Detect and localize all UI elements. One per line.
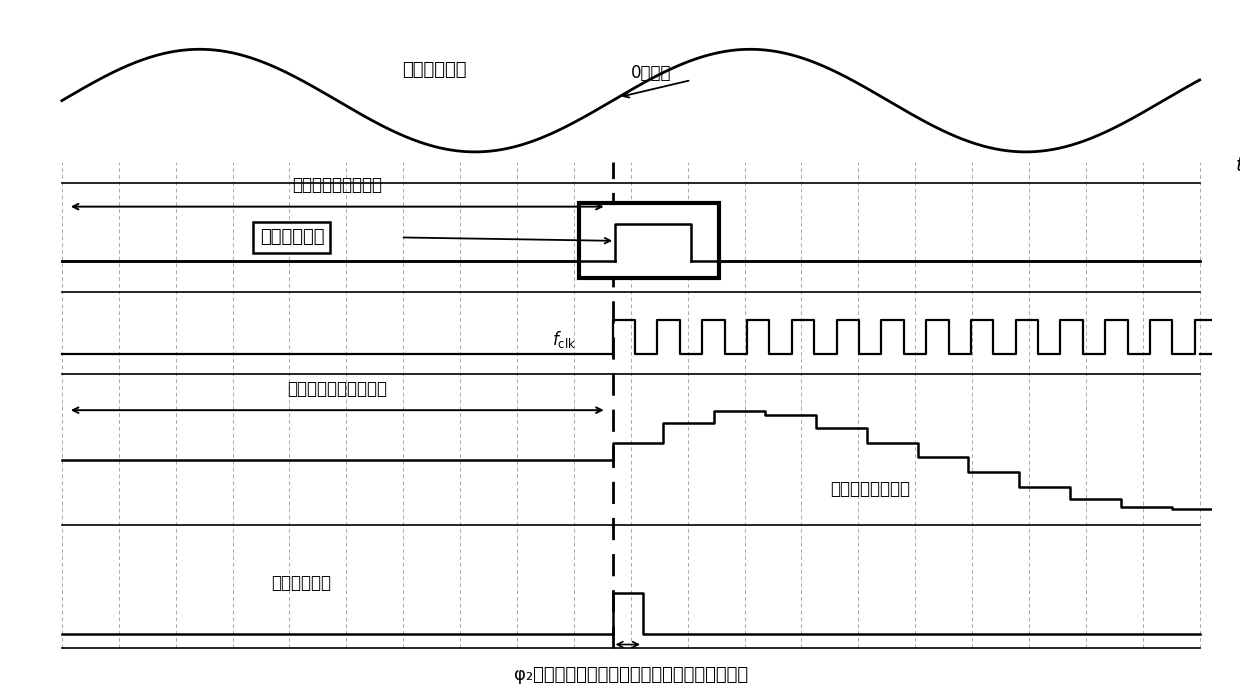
Text: $f_{\mathrm{clk}}$: $f_{\mathrm{clk}}$ — [552, 330, 577, 350]
Text: t: t — [1236, 156, 1240, 175]
Text: 待测正弦信号: 待测正弦信号 — [402, 61, 466, 79]
Text: 交流量子电压输出: 交流量子电压输出 — [831, 480, 910, 498]
Text: 生成触发脉冲: 生成触发脉冲 — [259, 228, 324, 246]
Text: 交流量子电压输出等待: 交流量子电压输出等待 — [288, 380, 387, 398]
Text: φ₂（保证正弦信号与阶梯波台阶中心位置相交）: φ₂（保证正弦信号与阶梯波台阶中心位置相交） — [513, 666, 748, 685]
Text: 测量触发脉冲: 测量触发脉冲 — [272, 574, 331, 592]
Bar — [579, 203, 719, 279]
Text: 0相位点: 0相位点 — [631, 64, 671, 83]
Text: 测量正弦信号的相位: 测量正弦信号的相位 — [293, 176, 382, 194]
